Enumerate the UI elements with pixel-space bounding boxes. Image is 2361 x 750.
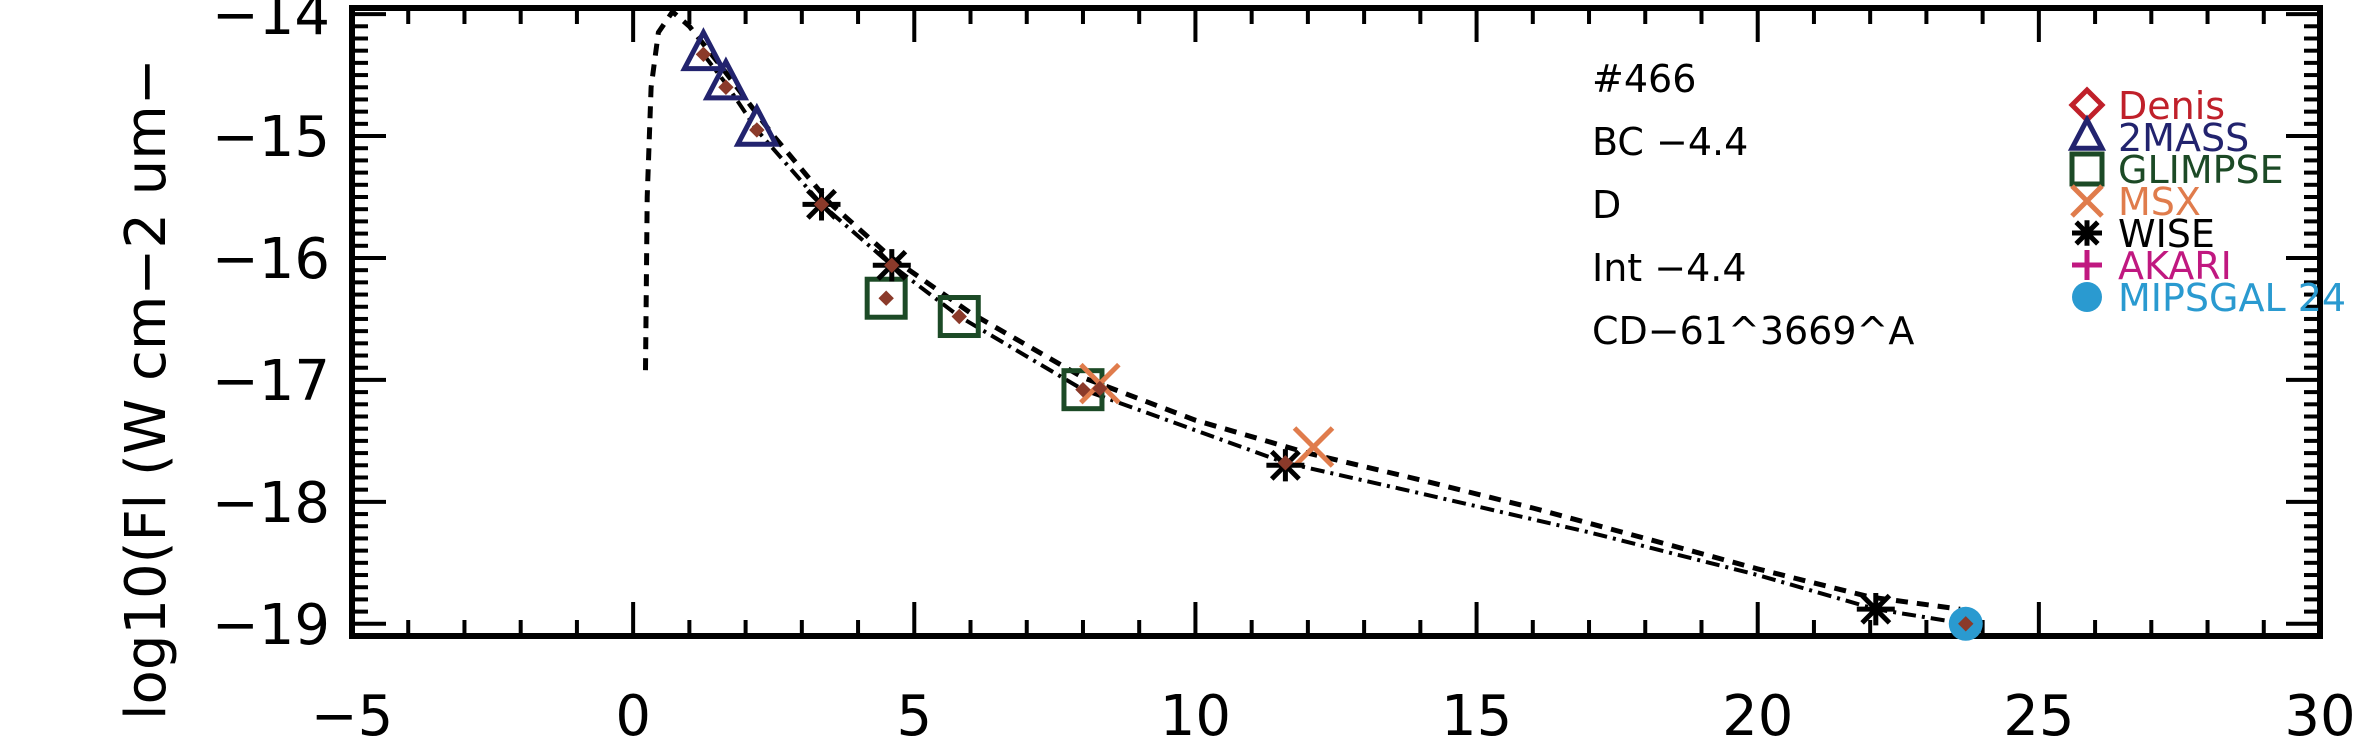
msx-point xyxy=(1292,426,1335,468)
2mass-point xyxy=(702,56,750,101)
legend-label-glimpse: GLIMPSE xyxy=(2118,148,2284,192)
annotations: #466 BC −4.4 D Int −4.4 CD−61^3669^A xyxy=(1592,57,1914,353)
x-tick-label: 0 xyxy=(615,684,651,749)
model-point xyxy=(1277,455,1294,471)
legend-label-denis: Denis xyxy=(2118,84,2225,128)
wise-point xyxy=(1856,593,1895,626)
model-point xyxy=(813,196,830,213)
legend-label-2mass: 2MASS xyxy=(2118,116,2249,160)
y-axis-label: log10(Fl (W cm−2 um− xyxy=(114,58,179,720)
x-tick-label: −5 xyxy=(311,684,394,749)
glimpse-point xyxy=(937,295,981,339)
dashed-model-curve xyxy=(643,7,1961,612)
data-markers xyxy=(680,27,1983,641)
legend-label-msx: MSX xyxy=(2118,180,2201,224)
annotation-text: BC −4.4 xyxy=(1592,120,1748,164)
legend-label-akari: AKARI xyxy=(2118,244,2232,288)
glimpse-point xyxy=(864,276,908,320)
x-tick-label: 5 xyxy=(896,684,932,749)
y-tick-label: −14 xyxy=(212,0,330,48)
model-point xyxy=(878,290,894,306)
model-point xyxy=(695,46,712,63)
legend-marker-msx xyxy=(2070,184,2104,218)
legend-marker-2mass xyxy=(2067,114,2107,151)
x-tick-label: 10 xyxy=(1160,684,1231,749)
x-tick-label: 25 xyxy=(2003,684,2074,749)
model-point xyxy=(884,257,900,274)
x-tick-label: 15 xyxy=(1441,684,1512,749)
annotation-text: Int −4.4 xyxy=(1592,246,1747,290)
plot-border xyxy=(349,5,2323,639)
legend-marker-akari xyxy=(2072,250,2102,280)
annotation-text: #466 xyxy=(1592,57,1696,101)
legend-marker-mipsgal-24 xyxy=(2072,282,2102,312)
annotation-text: D xyxy=(1592,183,1621,227)
y-tick-label: −18 xyxy=(212,471,330,536)
x-tick-label: 30 xyxy=(2284,684,2355,749)
axis-ticks xyxy=(350,8,2322,636)
model-point xyxy=(718,79,734,95)
y-tick-label: −16 xyxy=(212,227,330,292)
y-tick-label: −17 xyxy=(212,349,330,414)
y-tick-label: −15 xyxy=(212,105,330,170)
model-point xyxy=(951,308,967,325)
legend-marker-glimpse xyxy=(2069,151,2105,187)
model-point xyxy=(1092,380,1108,397)
plot-frame xyxy=(349,5,2323,639)
x-tick-label: 20 xyxy=(1722,684,1793,749)
legend-label-wise: WISE xyxy=(2118,212,2215,256)
y-tick-label: −19 xyxy=(212,593,330,658)
2mass-point xyxy=(733,102,780,147)
model-point xyxy=(1958,616,1974,632)
tick-labels: −5 0 5 10 15 20 25 30 −19 −18 −17 −16 −15 −14 xyxy=(212,0,2356,749)
model-point xyxy=(1075,381,1091,398)
2mass-point xyxy=(680,27,727,72)
legend-label-mipsgal-24: MIPSGAL 24 xyxy=(2118,276,2346,320)
annotation-text: CD−61^3669^A xyxy=(1592,309,1914,353)
model-point xyxy=(749,122,765,138)
legend-marker-wise xyxy=(2072,220,2102,246)
